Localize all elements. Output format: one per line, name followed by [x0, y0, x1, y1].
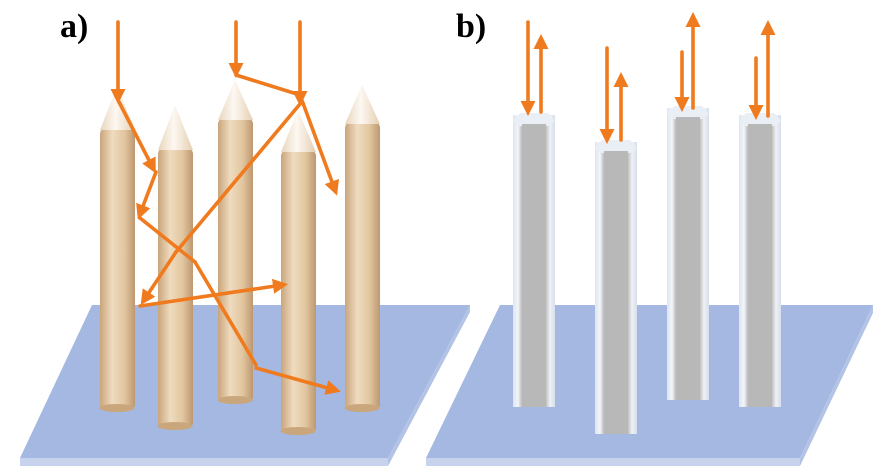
ray-a11	[174, 102, 302, 254]
light-rays-a	[110, 20, 341, 395]
pillar-1	[513, 113, 555, 407]
ray-a4	[138, 216, 197, 264]
rod-4	[280, 110, 316, 435]
pillar-4	[739, 113, 781, 407]
ray-a8	[234, 73, 302, 97]
substrate-b-front	[426, 458, 800, 466]
ray-a13	[138, 278, 288, 308]
ray-a12	[140, 250, 178, 306]
rod-3	[217, 80, 253, 404]
rod-1	[99, 87, 135, 412]
substrate-b-top	[426, 305, 873, 458]
panel-a-label: a)	[60, 8, 89, 45]
pillar-3	[667, 106, 709, 400]
ray-a3	[136, 170, 158, 220]
pillar-2	[595, 140, 637, 434]
ray-a9	[298, 93, 339, 196]
ray-a6	[254, 366, 341, 395]
ray-a5	[193, 260, 258, 367]
substrate-b-side	[800, 305, 873, 466]
ray-a2	[116, 98, 156, 174]
rod-5	[344, 85, 380, 412]
substrate-a-side	[388, 305, 470, 466]
panel-b-label: b)	[456, 8, 487, 45]
substrate-b	[426, 305, 873, 466]
light-rays-b	[520, 11, 776, 145]
rod-2	[157, 105, 193, 430]
substrate-a-front	[20, 458, 388, 466]
